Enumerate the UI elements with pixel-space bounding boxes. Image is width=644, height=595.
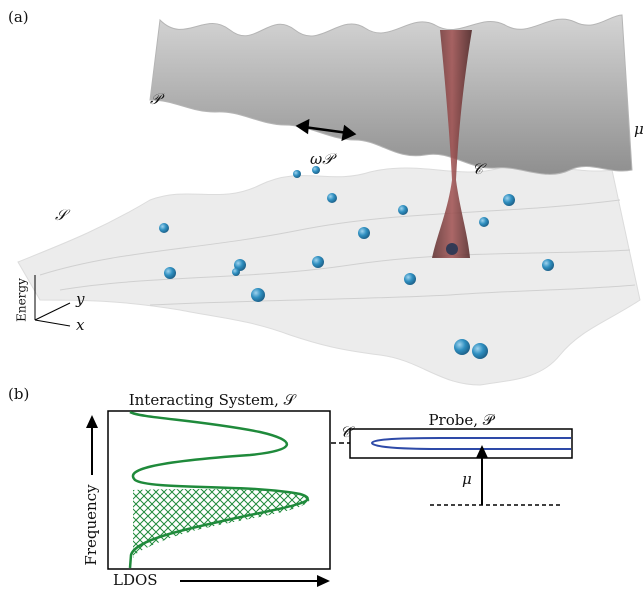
system-title: Interacting System, 𝒮 bbox=[129, 391, 297, 409]
probe-surface bbox=[150, 15, 632, 174]
y-axis-label: y bbox=[75, 290, 85, 308]
panel-label: (b) bbox=[8, 385, 29, 403]
mu-label: μ bbox=[462, 470, 472, 488]
mu-label: μ bbox=[634, 120, 644, 138]
coupling-label: 𝒞 bbox=[340, 423, 355, 441]
probe-title: Probe, 𝒫 bbox=[428, 411, 495, 429]
ldos-label: LDOS bbox=[113, 571, 158, 589]
system-symbol: 𝒮 bbox=[55, 206, 71, 224]
omega-label: ω𝒫 bbox=[310, 150, 337, 168]
mu-arrowhead bbox=[476, 445, 488, 458]
frequency-label: Frequency bbox=[82, 484, 100, 566]
x-axis-label: x bbox=[76, 316, 85, 334]
impurity bbox=[446, 243, 458, 255]
probe-box bbox=[350, 429, 572, 458]
panel-label: (a) bbox=[8, 8, 29, 26]
figure: (a) 𝒫 μ ω𝒫 𝒞 𝒮 Energy y x (b) Interactin… bbox=[0, 0, 644, 591]
probe-curve bbox=[372, 438, 571, 449]
occupied-states bbox=[133, 489, 310, 558]
energy-label: Energy bbox=[15, 278, 29, 322]
ldos-arrowhead bbox=[317, 575, 330, 587]
frequency-arrowhead bbox=[86, 415, 98, 428]
